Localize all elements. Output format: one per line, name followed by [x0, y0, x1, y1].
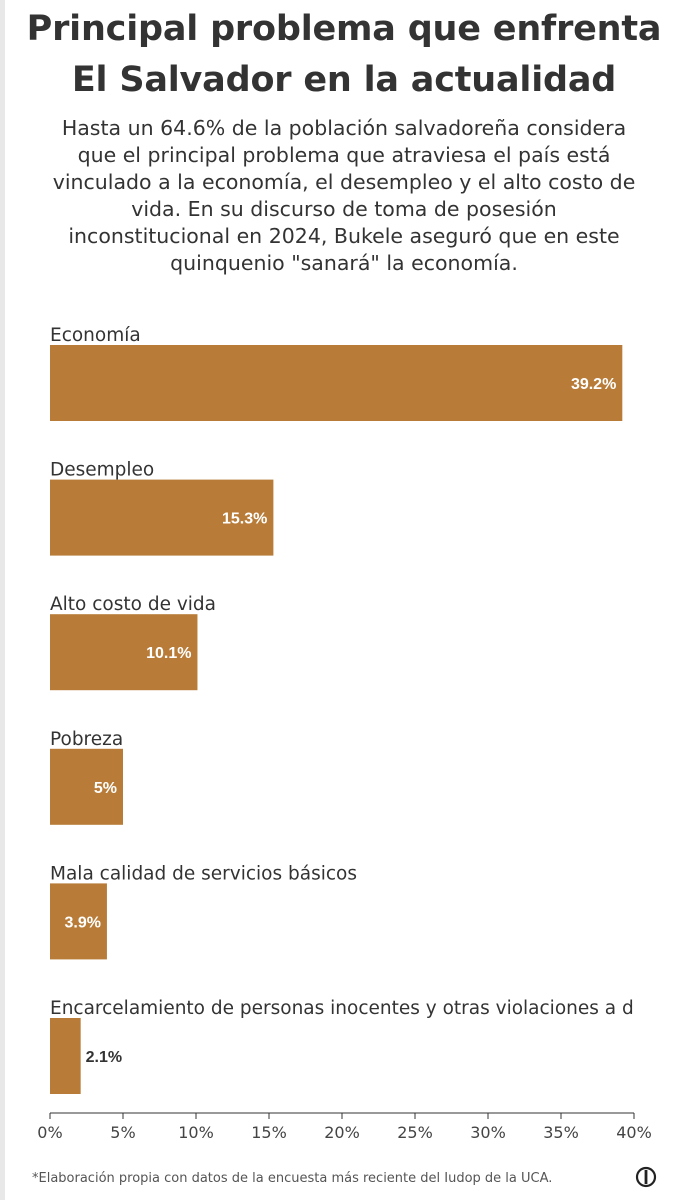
x-tick-label: 0%: [37, 1123, 62, 1142]
subtitle-line: quinquenio "sanará" la economía.: [170, 251, 518, 275]
chart-title: Principal problema que enfrenta El Salva…: [0, 4, 688, 106]
subtitle-line: que el principal problema que atraviesa …: [77, 143, 611, 167]
bar: [50, 614, 198, 691]
x-tick-label: 5%: [110, 1123, 135, 1142]
subtitle-line: vinculado a la economía, el desempleo y …: [52, 170, 636, 194]
bar-chart: Economía 39.2% Desempleo 15.3% Alto costo de…: [37, 325, 688, 1142]
chart-subtitle: Hasta un 64.6% de la población salvadore…: [14, 115, 674, 277]
category-label: Economía: [50, 325, 141, 346]
data-label: 2.1%: [86, 1049, 122, 1066]
x-tick-label: 10%: [178, 1123, 214, 1142]
bar: [50, 345, 623, 421]
bar: [50, 479, 274, 556]
x-tick-label: 20%: [324, 1123, 360, 1142]
x-tick-label: 25%: [397, 1123, 433, 1142]
data-label: 5%: [94, 780, 117, 797]
subtitle-line: vida. En su discurso de toma de posesión: [131, 197, 557, 221]
data-label: 39.2%: [571, 376, 616, 393]
bar: [50, 748, 123, 825]
bar: [50, 883, 107, 960]
chart-title-line-1: Principal problema que enfrenta: [26, 9, 662, 49]
x-tick-label: 15%: [251, 1123, 287, 1142]
data-label: 10.1%: [146, 645, 191, 662]
bar: [50, 1018, 81, 1094]
category-label: Pobreza: [50, 729, 123, 750]
outlet-logo-icon: [635, 1166, 657, 1188]
subtitle-line: Hasta un 64.6% de la población salvadore…: [61, 116, 627, 140]
x-tick-label: 30%: [470, 1123, 506, 1142]
data-label: 3.9%: [64, 914, 100, 931]
chart-title-line-2: El Salvador en la actualidad: [71, 60, 617, 100]
subtitle-line: inconstitucional en 2024, Bukele aseguró…: [68, 224, 620, 248]
data-label: 15.3%: [222, 511, 267, 528]
category-label: Desempleo: [50, 460, 154, 481]
category-label: Alto costo de vida: [50, 594, 216, 615]
category-label: Mala calidad de servicios básicos: [50, 863, 357, 884]
category-label: Encarcelamiento de personas inocentes y …: [50, 998, 688, 1019]
left-edge-strip: [0, 0, 5, 1200]
x-tick-label: 35%: [543, 1123, 579, 1142]
source-footnote: *Elaboración propia con datos de la encu…: [32, 1171, 553, 1186]
x-tick-label: 40%: [616, 1123, 652, 1142]
